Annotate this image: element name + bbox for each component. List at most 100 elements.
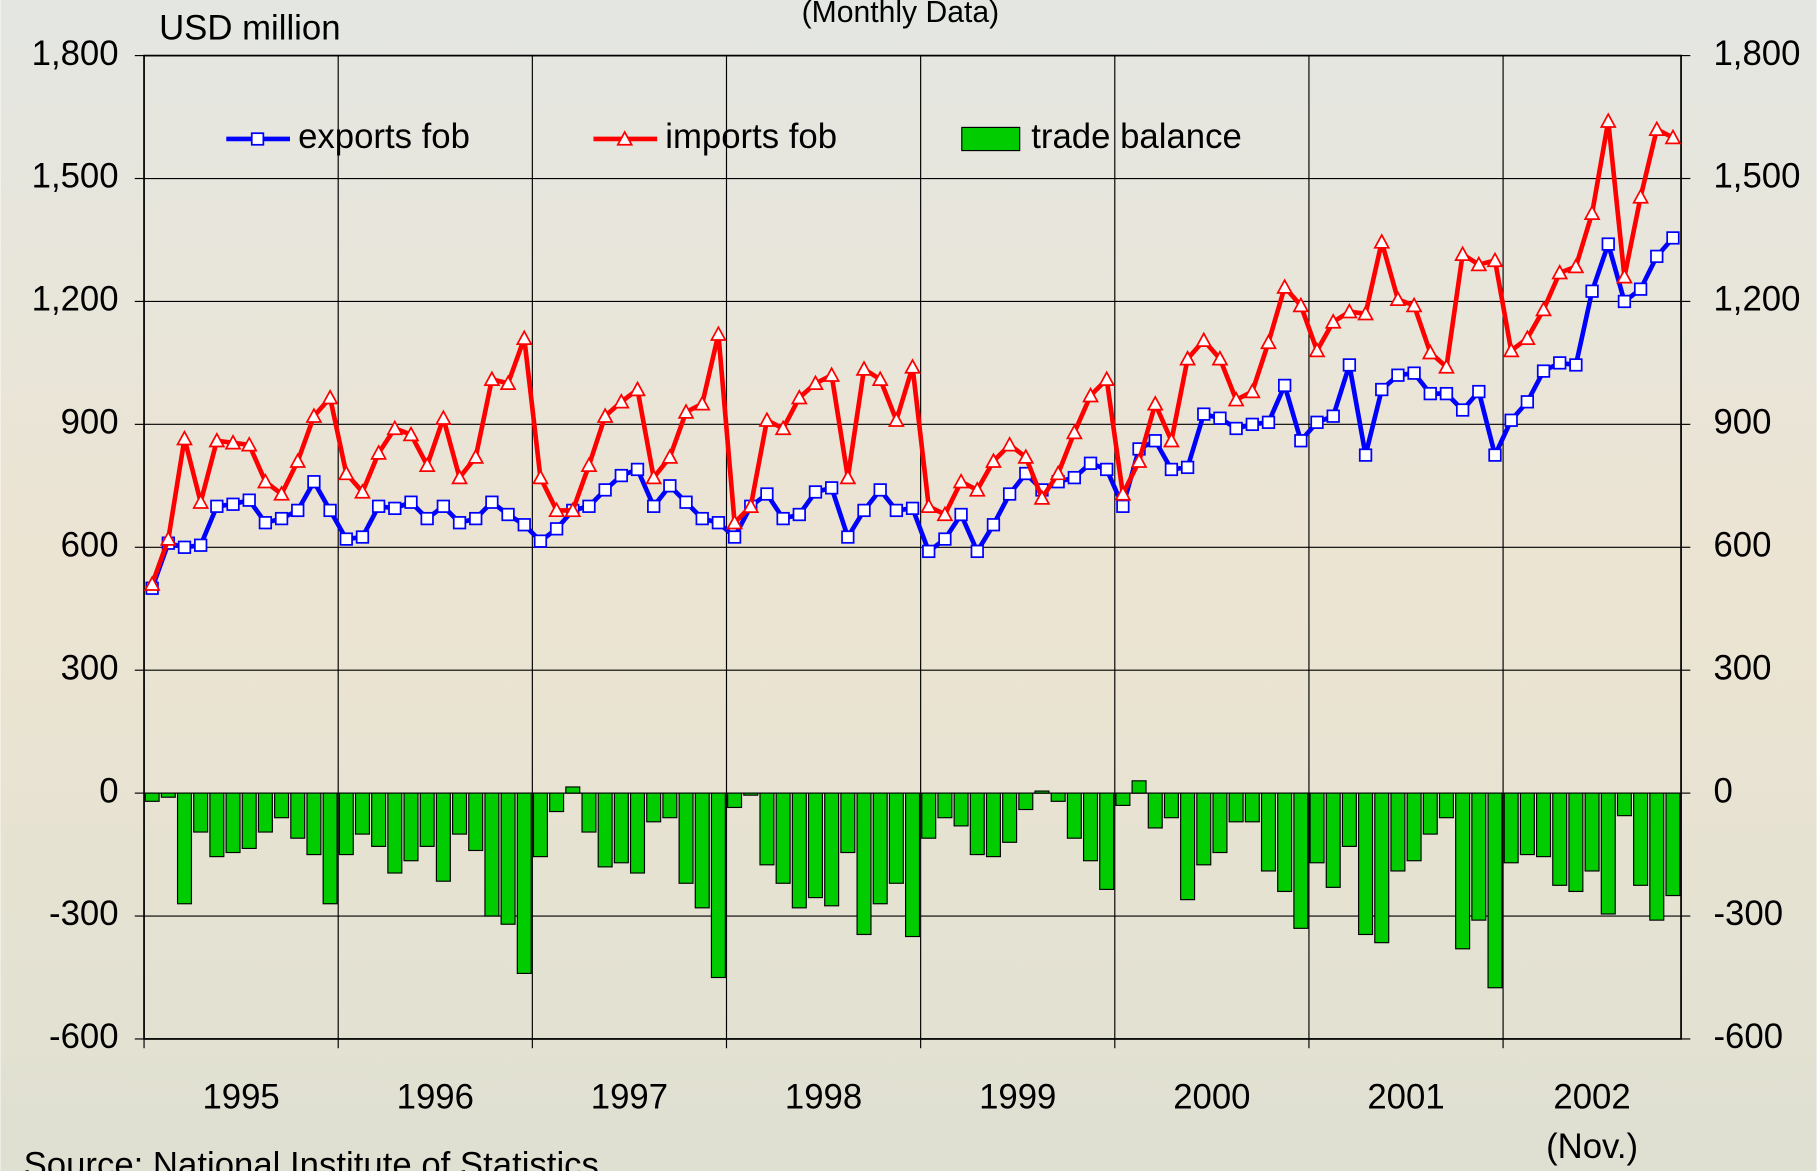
marker	[986, 518, 1001, 532]
marker	[1616, 268, 1633, 284]
bar	[1325, 792, 1341, 888]
marker	[452, 516, 467, 530]
bar	[1422, 792, 1438, 835]
marker	[1454, 245, 1472, 261]
marker	[1002, 487, 1017, 501]
bar	[549, 792, 565, 813]
marker	[1407, 366, 1421, 380]
marker	[436, 499, 451, 513]
marker	[1213, 411, 1227, 425]
bar	[500, 792, 516, 925]
bar	[241, 792, 257, 850]
marker	[1470, 255, 1488, 272]
bar	[193, 792, 209, 833]
marker	[695, 511, 709, 526]
marker	[630, 462, 645, 477]
marker	[1632, 188, 1650, 204]
bar	[953, 792, 969, 827]
marker	[1326, 409, 1340, 423]
bar	[1519, 792, 1535, 856]
marker	[258, 516, 273, 530]
marker	[532, 468, 549, 485]
marker	[582, 499, 596, 513]
bar	[1552, 792, 1568, 886]
bar	[1147, 792, 1163, 829]
marker	[1488, 448, 1502, 462]
marker	[598, 483, 612, 497]
marker	[970, 544, 984, 559]
marker	[355, 530, 370, 544]
marker	[1502, 341, 1520, 358]
bar	[1406, 792, 1422, 862]
marker	[1227, 391, 1245, 407]
x-tick-label: 1999	[979, 1078, 1056, 1116]
marker	[1664, 128, 1682, 145]
marker	[194, 538, 208, 552]
marker	[1617, 294, 1632, 309]
bar	[727, 792, 743, 809]
bar	[354, 792, 371, 835]
bar	[387, 792, 403, 874]
bar	[1455, 792, 1471, 950]
x-tick-label: 1996	[397, 1078, 474, 1116]
marker	[985, 452, 1002, 468]
bar	[1277, 792, 1293, 893]
marker	[790, 388, 808, 405]
bar	[1584, 792, 1600, 872]
marker	[250, 132, 265, 146]
bar	[694, 792, 710, 909]
legend-swatch	[961, 126, 1021, 152]
bar	[840, 792, 856, 854]
y-tick-label: -600	[49, 1018, 119, 1056]
marker	[871, 370, 889, 386]
marker	[1245, 417, 1259, 432]
marker	[1553, 356, 1567, 370]
marker	[904, 358, 921, 374]
marker	[242, 493, 256, 507]
bar	[1374, 792, 1390, 944]
marker	[371, 499, 386, 513]
marker	[1292, 296, 1310, 313]
marker	[1308, 341, 1326, 358]
legend-label: exports fob	[298, 118, 470, 156]
bar	[581, 792, 597, 833]
bar	[1228, 792, 1244, 823]
x-tick-label: 2001	[1367, 1078, 1444, 1116]
legend-label: imports fob	[665, 118, 837, 156]
y-axis-label: USD million	[159, 9, 340, 47]
bar	[743, 792, 759, 796]
y2-tick-label: 300	[1713, 649, 1771, 687]
bar	[1018, 792, 1034, 811]
marker	[418, 456, 436, 472]
marker	[323, 503, 337, 518]
bar	[872, 792, 888, 905]
marker	[1146, 395, 1164, 411]
marker	[824, 481, 839, 495]
marker	[1423, 386, 1437, 401]
marker	[499, 374, 517, 391]
marker	[1633, 282, 1648, 296]
marker	[1243, 382, 1261, 399]
marker	[792, 507, 806, 522]
marker	[677, 403, 695, 419]
bar	[646, 792, 662, 823]
marker	[1116, 499, 1130, 513]
bar	[306, 792, 322, 856]
marker	[1421, 343, 1439, 360]
marker	[614, 468, 628, 483]
y-tick-label: 0	[99, 772, 118, 810]
marker	[776, 511, 790, 526]
marker	[1065, 423, 1083, 440]
marker	[645, 468, 663, 485]
bar	[888, 792, 904, 884]
bar	[565, 786, 581, 794]
marker	[388, 501, 402, 516]
marker	[709, 325, 727, 341]
y2-tick-label: 900	[1713, 404, 1771, 442]
y2-tick-label: 1,500	[1713, 158, 1800, 196]
bar	[629, 792, 646, 874]
marker	[1569, 358, 1583, 372]
bar	[856, 792, 872, 936]
bar	[1082, 792, 1099, 862]
marker	[143, 575, 161, 591]
